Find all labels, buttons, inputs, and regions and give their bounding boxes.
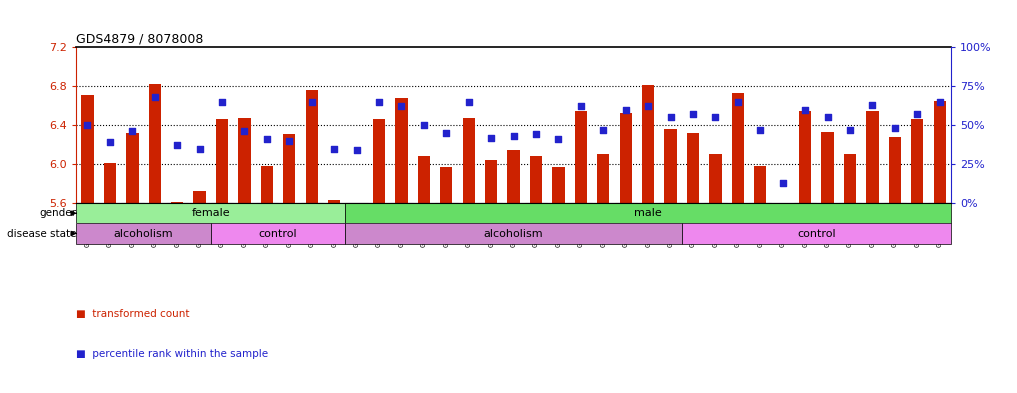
Bar <box>440 167 453 203</box>
Point <box>595 127 611 133</box>
Bar <box>530 156 542 203</box>
Bar <box>346 223 681 244</box>
Text: ■  percentile rank within the sample: ■ percentile rank within the sample <box>76 349 268 359</box>
Bar <box>193 191 205 203</box>
Point <box>528 131 544 138</box>
Point <box>214 99 230 105</box>
Point <box>707 114 723 121</box>
Bar <box>866 110 879 203</box>
Bar <box>485 160 497 203</box>
Bar <box>211 223 346 244</box>
Point <box>932 99 948 105</box>
Text: control: control <box>258 228 297 239</box>
Bar <box>597 154 609 203</box>
Bar <box>305 90 318 203</box>
Bar <box>148 84 161 203</box>
Bar <box>889 137 901 203</box>
Bar <box>373 119 385 203</box>
Point <box>191 145 207 152</box>
Text: ■  transformed count: ■ transformed count <box>76 309 190 320</box>
Bar <box>799 112 812 203</box>
Point <box>909 111 925 118</box>
Bar <box>418 156 430 203</box>
Point <box>416 122 432 128</box>
Point <box>304 99 320 105</box>
Point <box>820 114 836 121</box>
Point <box>550 136 566 142</box>
Point <box>124 128 140 134</box>
Bar <box>686 133 699 203</box>
Bar <box>104 163 116 203</box>
Text: control: control <box>797 228 836 239</box>
Text: alcoholism: alcoholism <box>114 228 173 239</box>
Bar <box>507 151 520 203</box>
Bar <box>552 167 564 203</box>
Bar <box>731 93 744 203</box>
Bar <box>844 154 856 203</box>
Point <box>617 107 634 113</box>
Bar <box>260 166 273 203</box>
Text: male: male <box>635 208 662 218</box>
Bar <box>664 129 676 203</box>
Point <box>326 145 343 152</box>
Bar <box>81 95 94 203</box>
Point <box>797 107 814 113</box>
Point <box>394 103 410 110</box>
Point <box>169 142 185 149</box>
Point <box>775 180 791 186</box>
Point <box>573 103 589 110</box>
Bar <box>283 134 296 203</box>
Point <box>349 147 365 153</box>
Bar <box>76 223 211 244</box>
Text: gender: gender <box>40 208 76 218</box>
Bar <box>755 166 767 203</box>
Bar <box>171 202 183 203</box>
Bar <box>934 101 946 203</box>
Bar <box>709 154 722 203</box>
Bar <box>463 118 475 203</box>
Text: female: female <box>191 208 230 218</box>
Point <box>281 138 297 144</box>
Point <box>864 102 881 108</box>
Bar <box>76 203 346 223</box>
Bar <box>575 112 587 203</box>
Point <box>662 114 678 121</box>
Point <box>684 111 701 118</box>
Bar <box>642 85 654 203</box>
Bar <box>911 119 923 203</box>
Text: disease state: disease state <box>7 228 76 239</box>
Point <box>258 136 275 142</box>
Point <box>505 133 522 139</box>
Text: GDS4879 / 8078008: GDS4879 / 8078008 <box>76 33 203 46</box>
Text: alcoholism: alcoholism <box>484 228 543 239</box>
Point <box>461 99 477 105</box>
Point <box>102 139 118 145</box>
Bar <box>346 203 951 223</box>
Bar <box>328 200 341 203</box>
Point <box>842 127 858 133</box>
Point <box>483 134 499 141</box>
Bar <box>216 119 228 203</box>
Point <box>236 128 252 134</box>
Point <box>371 99 387 105</box>
Point <box>438 130 455 136</box>
Point <box>730 99 746 105</box>
Bar <box>681 223 951 244</box>
Bar <box>396 98 408 203</box>
Bar <box>822 132 834 203</box>
Bar <box>238 118 250 203</box>
Bar <box>126 133 138 203</box>
Bar <box>619 114 632 203</box>
Point <box>640 103 656 110</box>
Point <box>146 94 163 100</box>
Point <box>79 122 96 128</box>
Point <box>887 125 903 131</box>
Point <box>753 127 769 133</box>
